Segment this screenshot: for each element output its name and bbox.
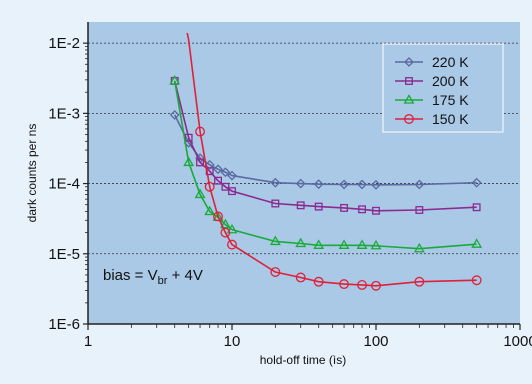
x-tick-label: 100	[363, 333, 388, 350]
data-point	[357, 179, 367, 190]
data-point	[471, 275, 482, 286]
legend-marker	[405, 77, 413, 85]
x-tick-label: 1000	[503, 333, 532, 350]
data-point	[270, 267, 281, 277]
legend-marker	[404, 114, 414, 124]
data-point	[195, 126, 206, 137]
data-point	[358, 205, 366, 214]
data-point	[214, 176, 222, 185]
data-point	[213, 211, 223, 222]
data-point	[194, 188, 206, 199]
series-line	[173, 80, 477, 250]
data-point	[169, 109, 180, 120]
legend-box	[382, 43, 504, 133]
data-point	[313, 179, 324, 190]
data-point	[184, 133, 193, 142]
data-point	[220, 227, 231, 238]
data-point	[220, 167, 231, 178]
x-tick-label: 1	[84, 333, 92, 350]
data-point	[471, 238, 483, 248]
data-point	[219, 218, 231, 229]
legend-label: 175 K	[432, 92, 469, 108]
legend-label: 150 K	[432, 111, 469, 127]
y-tick-label: 1E-2	[48, 35, 80, 52]
data-point	[472, 203, 481, 212]
data-point	[338, 239, 350, 249]
data-point	[414, 276, 425, 287]
bias-suffix: + 4V	[167, 267, 202, 284]
data-point	[372, 206, 380, 215]
data-point	[413, 242, 425, 253]
data-point	[169, 74, 181, 85]
data-point	[221, 182, 230, 191]
data-point	[196, 158, 205, 167]
y-axis-label: dark counts per ns	[25, 124, 39, 223]
series-175-k	[169, 74, 483, 253]
data-point	[295, 237, 307, 248]
data-point	[314, 202, 323, 211]
data-point	[269, 235, 281, 246]
data-point	[357, 279, 367, 290]
data-point	[313, 239, 325, 249]
series-150-k	[186, 32, 482, 291]
x-axis-label: hold-off time (ìs)	[260, 353, 346, 367]
data-point	[183, 156, 195, 167]
bias-subscript: br	[158, 275, 168, 287]
data-point	[339, 179, 349, 190]
y-tick-label: 1E-4	[48, 176, 80, 193]
data-point	[227, 170, 237, 181]
data-point	[204, 205, 216, 216]
axis-ticks: 1E-6 1E-5 1E-4 1E-3 1E-2 1 10 100 1000	[48, 35, 532, 350]
data-point	[226, 223, 238, 234]
data-point	[414, 179, 425, 190]
legend-label: 200 K	[432, 73, 469, 89]
data-point	[295, 272, 306, 283]
data-point	[313, 276, 324, 287]
data-point	[471, 177, 482, 188]
legend: 220 K 200 K 175 K 150 K	[395, 54, 469, 127]
data-point	[204, 181, 215, 192]
series-layer	[169, 32, 483, 291]
legend-marker	[403, 94, 415, 104]
y-tick-label: 1E-6	[48, 316, 80, 333]
legend-label: 220 K	[432, 54, 469, 70]
data-point	[213, 164, 223, 175]
data-point	[415, 206, 424, 214]
y-tick-label: 1E-5	[48, 246, 80, 263]
data-point	[340, 203, 349, 212]
data-point	[370, 239, 382, 250]
data-point	[295, 178, 306, 189]
x-tick-label: 10	[224, 333, 241, 350]
data-point	[271, 199, 280, 208]
legend-marker	[404, 57, 414, 67]
y-tick-label: 1E-3	[48, 105, 80, 122]
data-point	[339, 279, 350, 290]
data-point	[204, 159, 215, 170]
data-point	[356, 239, 368, 249]
data-point	[227, 239, 237, 250]
data-point	[296, 201, 305, 210]
data-point	[371, 179, 381, 190]
series-200-k	[170, 76, 481, 215]
bias-annotation: bias = Vbr + 4V	[103, 267, 203, 287]
bias-prefix: bias = V	[103, 267, 158, 284]
data-point	[371, 280, 381, 291]
data-point	[228, 187, 236, 196]
data-point	[270, 177, 281, 188]
